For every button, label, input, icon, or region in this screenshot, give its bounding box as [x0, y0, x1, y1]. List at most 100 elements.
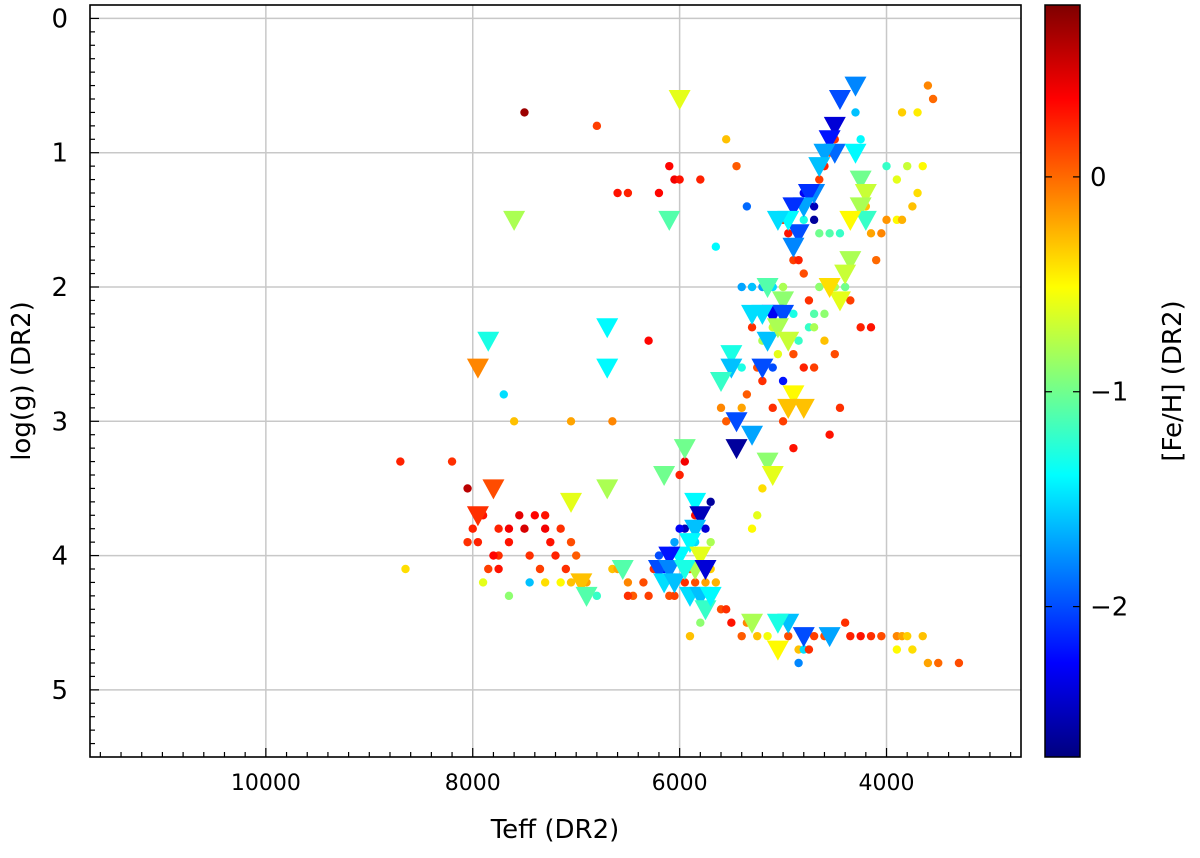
data-point-triangle: [689, 506, 712, 527]
data-point-circle: [892, 175, 902, 184]
data-point-triangle: [782, 197, 805, 218]
colorbar-ticks: 0 −1 −2: [1045, 163, 1128, 623]
data-point-circle: [696, 175, 705, 184]
data-point-triangle: [694, 560, 717, 580]
data-point-circle: [566, 537, 576, 547]
data-point-triangle: [466, 358, 489, 379]
data-point-circle: [737, 363, 746, 372]
data-point-circle: [504, 591, 514, 601]
data-point-circle: [804, 296, 814, 305]
data-point-circle: [763, 631, 772, 641]
data-point-triangle: [761, 466, 784, 486]
y-tick-label: 0: [51, 4, 68, 34]
data-point-circle: [706, 537, 715, 547]
data-point-triangle: [741, 425, 764, 446]
data-point-circle: [525, 551, 534, 560]
data-point-circle: [447, 457, 457, 466]
data-point-circle: [463, 537, 472, 547]
data-point-triangle: [503, 210, 526, 231]
data-point-circle: [903, 631, 912, 641]
data-point-triangle: [596, 358, 619, 379]
data-point-circle: [897, 108, 907, 117]
data-point-circle: [835, 229, 845, 238]
data-point-circle: [561, 564, 571, 574]
data-point-triangle: [849, 170, 872, 191]
data-point-circle: [809, 309, 819, 319]
data-point-circle: [809, 202, 819, 211]
data-point-circle: [747, 524, 757, 533]
data-point-triangle: [818, 627, 841, 648]
data-point-circle: [799, 215, 808, 225]
data-point-circle: [654, 188, 664, 198]
data-point-circle: [540, 524, 550, 533]
data-point-circle: [623, 578, 633, 587]
data-point-triangle: [766, 640, 789, 661]
data-point-circle: [815, 175, 824, 184]
data-point-triangle: [710, 372, 733, 392]
data-point-triangle: [828, 90, 851, 110]
data-point-circle: [654, 551, 664, 560]
data-point-circle: [809, 323, 819, 332]
data-point-circle: [789, 443, 798, 453]
data-point-triangle: [560, 492, 583, 513]
data-point-circle: [675, 470, 684, 480]
data-point-circle: [670, 591, 679, 601]
x-tick-label: 10000: [231, 771, 301, 796]
y-tick-label: 4: [51, 542, 68, 572]
data-point-circle: [737, 282, 746, 292]
data-point-circle: [546, 537, 555, 547]
data-point-circle: [897, 215, 907, 225]
data-point-circle: [923, 658, 933, 668]
data-point-triangle: [808, 157, 831, 178]
data-point-circle: [840, 618, 850, 627]
data-point-circle: [913, 108, 922, 117]
data-point-circle: [882, 215, 891, 225]
plot-frame: [89, 4, 1022, 758]
data-point-triangle: [720, 358, 743, 379]
x-tick-label: 6000: [652, 771, 708, 796]
data-point-circle: [768, 363, 777, 372]
data-point-circle: [670, 537, 679, 547]
data-point-circle: [701, 578, 710, 587]
data-point-triangle: [792, 627, 815, 648]
colorbar-tick-label: 0: [1090, 163, 1107, 193]
data-point-triangle: [756, 278, 779, 298]
data-point-triangle: [839, 210, 862, 231]
data-point-circle: [877, 229, 886, 238]
data-point-triangle: [854, 210, 877, 231]
data-point-circle: [706, 497, 715, 507]
data-point-triangle: [844, 76, 867, 97]
data-point-circle: [721, 417, 731, 426]
data-point-circle: [908, 645, 917, 654]
data-point-circle: [809, 631, 819, 641]
data-point-circle: [742, 390, 752, 399]
data-point-circle: [908, 202, 917, 211]
data-point-circle: [753, 631, 762, 641]
colorbar: [1044, 4, 1081, 758]
data-point-circle: [820, 309, 829, 319]
data-point-circle: [623, 188, 633, 198]
data-point-triangle: [854, 184, 877, 204]
data-point-circle: [866, 631, 876, 641]
data-point-triangle: [596, 318, 619, 339]
data-point-triangle: [482, 479, 505, 500]
data-point-circle: [784, 229, 793, 238]
data-point-circle: [592, 591, 602, 601]
data-point-circle: [918, 631, 927, 641]
data-point-circle: [804, 645, 814, 654]
data-point-circle: [794, 336, 803, 345]
data-point-triangle: [570, 573, 593, 594]
data-point-triangle: [741, 304, 764, 325]
data-point-circle: [680, 457, 690, 466]
data-point-triangle: [477, 331, 500, 352]
data-point-circle: [799, 363, 808, 372]
data-point-triangle: [658, 210, 681, 231]
data-point-triangle: [611, 560, 634, 580]
y-tick-label: 1: [51, 139, 68, 169]
data-point-circle: [732, 161, 741, 171]
data-point-triangle: [694, 600, 717, 621]
data-point-circle: [856, 631, 865, 641]
data-point-triangle: [834, 264, 857, 285]
y-tick-label: 2: [51, 273, 68, 303]
